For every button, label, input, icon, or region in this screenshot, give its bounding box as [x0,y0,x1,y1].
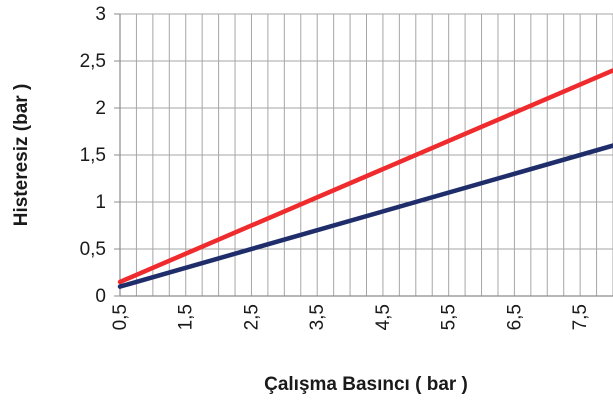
series-line-2 [117,143,613,289]
grid [119,13,613,297]
x-tick-label: 5,5 [439,304,460,330]
y-tick-labels: 0 0,5 1 1,5 2 2,5 3 [80,4,106,307]
x-tick-label: 7,5 [570,304,591,330]
x-axis-label: Çalışma Basıncı ( bar ) [264,374,468,395]
y-tick-label: 3 [95,4,106,25]
y-tick-label: 0,5 [80,239,106,260]
series-line-1 [117,68,613,285]
y-axis-label: Histeresiz (bar ) [11,84,32,227]
x-tick-label: 3,5 [307,304,328,330]
x-tick-label: 6,5 [504,304,525,330]
x-tick-labels: 0,5 1,5 2,5 3,5 4,5 5,5 6,5 7,5 [110,304,591,330]
y-tick-label: 2 [95,98,106,119]
axes [114,13,613,297]
y-tick-label: 0 [95,286,106,307]
x-tick-label: 4,5 [373,304,394,330]
series-group [117,68,613,289]
y-tick-label: 1 [95,192,106,213]
x-tick-label: 0,5 [110,304,131,330]
x-tick-label: 1,5 [176,304,197,330]
y-tick-label: 1,5 [80,145,106,166]
x-tick-label: 2,5 [241,304,262,330]
y-tick-label: 2,5 [80,51,106,72]
